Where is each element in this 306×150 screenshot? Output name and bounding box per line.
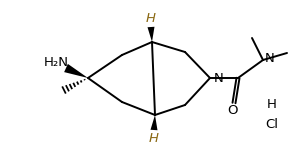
Text: H: H (146, 12, 156, 24)
Text: Cl: Cl (266, 118, 278, 132)
Text: H₂N: H₂N (43, 57, 69, 69)
Text: O: O (227, 105, 237, 117)
Text: H: H (267, 99, 277, 111)
Polygon shape (64, 64, 88, 78)
Text: N: N (214, 72, 224, 84)
Polygon shape (147, 27, 155, 42)
Text: N: N (265, 51, 275, 64)
Polygon shape (151, 115, 158, 130)
Text: H: H (149, 132, 159, 145)
